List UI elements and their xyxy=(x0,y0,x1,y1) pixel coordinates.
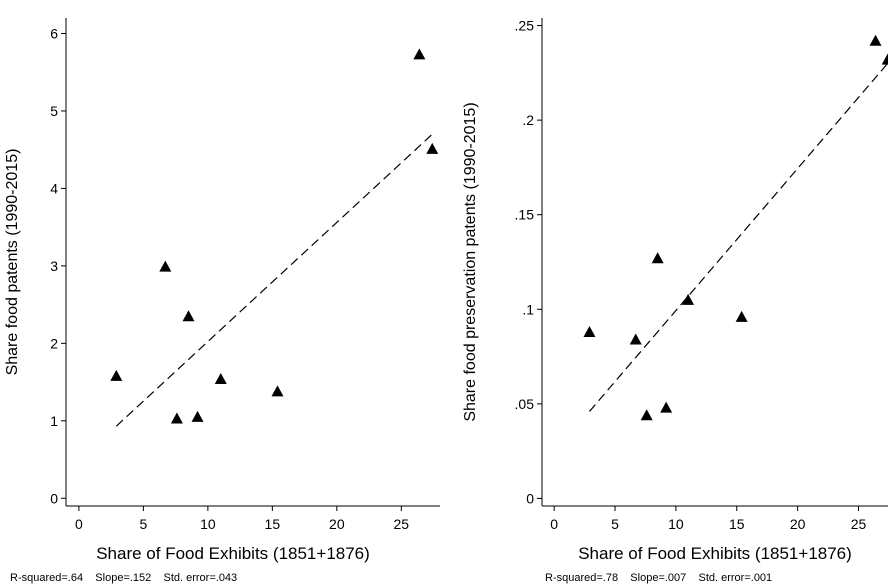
y-tick-label: 3 xyxy=(50,258,58,274)
y-tick-label: .25 xyxy=(515,18,535,34)
x-tick-label: 10 xyxy=(200,516,216,532)
chart-panel-left: 0 1 2 3 4 5 6 0 5 10 15 20 25 Share of Food Exhibits … xyxy=(4,18,440,584)
x-axis-title: Share of Food Exhibits (1851+1876) xyxy=(96,544,370,563)
data-point xyxy=(413,48,426,60)
data-point xyxy=(660,401,673,413)
data-point xyxy=(735,310,748,322)
y-tick-label: 6 xyxy=(50,25,58,41)
data-point xyxy=(182,310,195,322)
y-axis-title: Share food preservation patents (1990-20… xyxy=(462,102,479,421)
data-point xyxy=(640,409,653,421)
fit-line xyxy=(589,63,888,412)
x-tick-label: 5 xyxy=(611,516,619,532)
data-point xyxy=(159,260,172,272)
x-tick-label: 25 xyxy=(851,516,867,532)
data-point xyxy=(682,293,695,305)
x-tick-label: 10 xyxy=(668,516,684,532)
y-tick-label: .1 xyxy=(522,301,534,317)
y-tick-label: 2 xyxy=(50,335,58,351)
data-point xyxy=(629,333,642,345)
data-point xyxy=(271,385,284,397)
data-point xyxy=(110,369,123,381)
data-point xyxy=(214,372,227,384)
regression-stats-note: R-squared=.78 Slope=.007 Std. error=.001 xyxy=(545,572,772,584)
x-tick-label: 20 xyxy=(329,516,345,532)
data-point xyxy=(170,412,183,424)
chart-panel-right: 0 .05 .1 .15 .2 .25 0 5 10 15 20 25 Share of Food Ex… xyxy=(462,18,888,584)
data-point xyxy=(881,53,888,65)
data-point xyxy=(426,142,439,154)
regression-stats-note: R-squared=.64 Slope=.152 Std. error=.043 xyxy=(10,572,237,584)
y-tick-label: 0 xyxy=(526,490,534,506)
data-point xyxy=(869,34,882,46)
y-tick-label: 1 xyxy=(50,413,58,429)
x-tick-label: 5 xyxy=(139,516,147,532)
x-tick-label: 15 xyxy=(265,516,281,532)
x-tick-label: 0 xyxy=(75,516,83,532)
x-tick-label: 20 xyxy=(790,516,806,532)
x-axis-title: Share of Food Exhibits (1851+1876) xyxy=(578,544,852,563)
x-tick-label: 15 xyxy=(729,516,745,532)
data-point xyxy=(583,325,596,337)
fit-line xyxy=(115,133,433,427)
y-tick-label: 0 xyxy=(50,490,58,506)
y-axis-title: Share food patents (1990-2015) xyxy=(4,149,21,376)
x-tick-label: 0 xyxy=(550,516,558,532)
data-point xyxy=(651,252,664,264)
y-tick-label: 4 xyxy=(50,180,58,196)
y-tick-label: .2 xyxy=(522,112,534,128)
y-tick-label: .05 xyxy=(515,396,535,412)
x-tick-label: 25 xyxy=(394,516,410,532)
y-tick-label: 5 xyxy=(50,103,58,119)
y-tick-label: .15 xyxy=(515,207,535,223)
data-point xyxy=(191,410,204,422)
